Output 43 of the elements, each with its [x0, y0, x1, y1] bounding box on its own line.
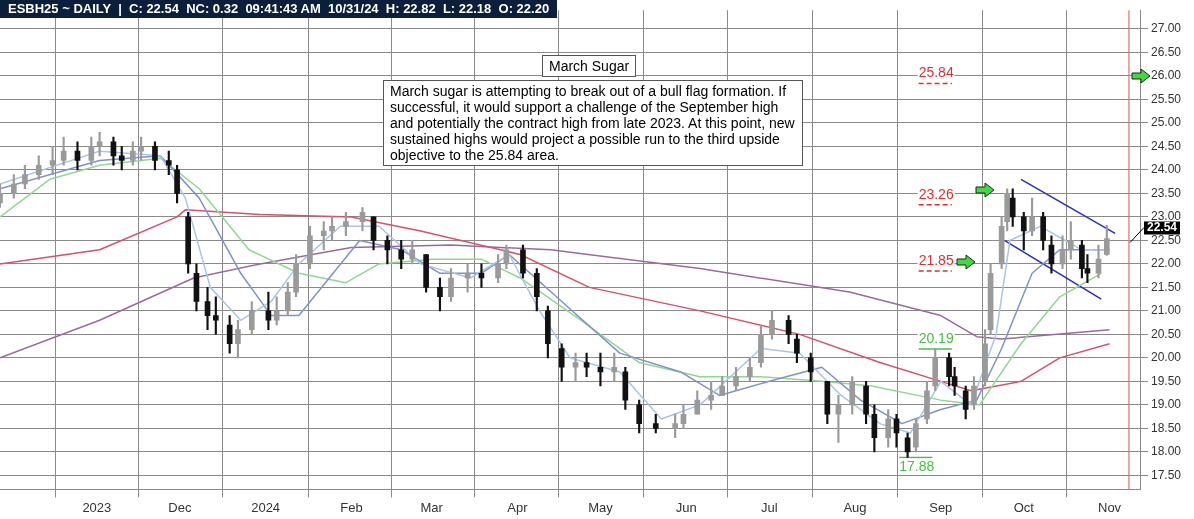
chart-subtitle: ESBH25 ~ DAILY | C: 22.54 NC: 0.32 09:41:43 AM 10/31/24 H: 22.82 L: 22.18 O: 22.20: [0, 0, 558, 18]
y-tick-label: 25.00: [1151, 115, 1182, 130]
y-tick-label: 21.50: [1151, 279, 1182, 294]
data-label: 17.88: [899, 458, 935, 475]
y-tick-label: 26.50: [1151, 44, 1182, 59]
y-tick-label: 22.00: [1151, 256, 1182, 271]
y-tick-label: 27.00: [1151, 21, 1182, 36]
data-label: 20.19: [918, 329, 954, 346]
y-tick-label: 17.50: [1151, 467, 1182, 482]
candlestick: [49, 146, 56, 175]
x-tick-label: 2024: [251, 499, 281, 515]
x-tick-label: Feb: [340, 499, 363, 515]
y-tick-label: 25.50: [1151, 91, 1182, 106]
x-tick-label: 2023: [82, 499, 112, 515]
data-label: 23.26: [918, 185, 954, 202]
y-tick-label: 26.00: [1151, 68, 1182, 83]
text: 22.54: [1147, 220, 1178, 235]
x-tick-label: Nov: [1098, 499, 1122, 515]
data-label: 25.84: [918, 64, 954, 81]
candlestick: [572, 352, 579, 382]
y-tick-label: 19.00: [1151, 397, 1182, 412]
y-tick-label: 24.00: [1151, 162, 1182, 177]
x-tick-label: Jun: [675, 499, 697, 515]
x-tick-label: Jul: [760, 499, 778, 515]
x-tick-label: May: [588, 499, 614, 515]
y-tick-label: 20.00: [1151, 350, 1182, 365]
y-tick-label: 22.50: [1151, 232, 1182, 247]
annotation: March sugar is attempting to break out of a bull flag formation. If successful, it would support a challenge of the September high and potentially the contract high from late 2023. At this point, new sustained highs would project a possible run to the third upside objective to the 25.84 area.: [383, 80, 803, 166]
x-tick-label: Apr: [507, 499, 529, 515]
y-tick-label: 20.50: [1151, 326, 1182, 341]
y-tick-label: 21.00: [1151, 303, 1182, 318]
x-tick-label: Dec: [168, 499, 192, 515]
y-tick-label: 23.50: [1151, 185, 1182, 200]
y-tick-label: 18.50: [1151, 420, 1182, 435]
x-tick-label: Oct: [1013, 499, 1035, 515]
y-tick-label: 24.50: [1151, 138, 1182, 153]
y-tick-label: 18.00: [1151, 444, 1182, 459]
y-tick-label: 19.50: [1151, 373, 1182, 388]
text: March Sugar: [542, 55, 637, 77]
x-tick-label: Mar: [420, 499, 444, 515]
x-tick-label: Sep: [929, 499, 953, 515]
data-label: 21.85: [918, 251, 954, 268]
x-tick-label: Aug: [843, 499, 867, 515]
